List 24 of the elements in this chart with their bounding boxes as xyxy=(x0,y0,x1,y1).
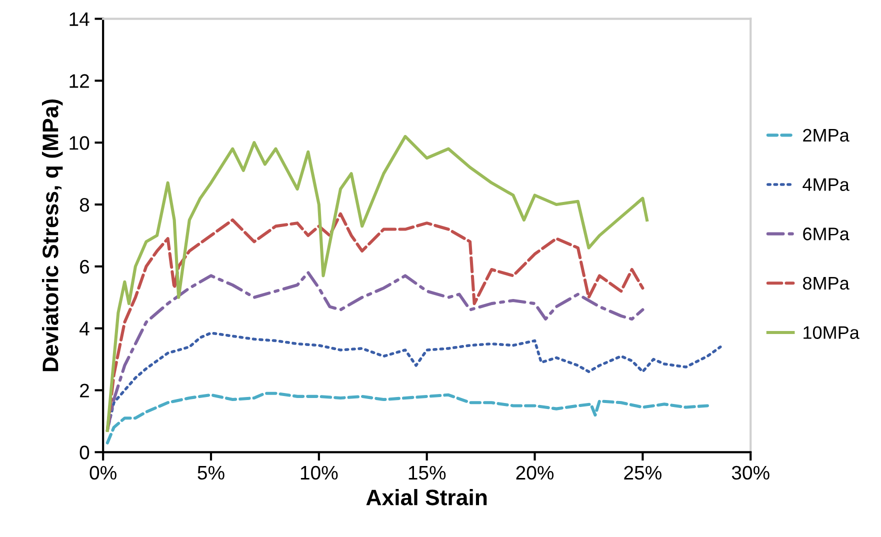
y-tick-label: 0 xyxy=(80,446,90,460)
y-tick-label: 8 xyxy=(80,198,90,212)
y-axis-title: Deviatoric Stress, q (MPa) xyxy=(42,99,63,372)
y-tick-label: 12 xyxy=(70,74,89,88)
x-axis-title: Axial Strain xyxy=(366,489,487,506)
line-series xyxy=(106,134,649,432)
line-series xyxy=(106,392,709,444)
x-tick-label: 10% xyxy=(300,466,338,480)
x-tick-label: 0% xyxy=(90,466,116,480)
y-tick-label: 14 xyxy=(70,12,90,26)
x-tick-label: 30% xyxy=(732,466,770,480)
x-tick-label: 5% xyxy=(198,466,224,480)
legend-label: 8MPa xyxy=(803,276,850,290)
legend-label: 10MPa xyxy=(804,326,860,339)
legend-label: 2MPa xyxy=(803,128,850,142)
x-tick-label: 20% xyxy=(516,466,554,480)
x-tick-label: 25% xyxy=(624,466,662,480)
y-tick-label: 2 xyxy=(80,384,89,398)
legend-label: 4MPa xyxy=(802,178,850,191)
y-tick-label: 6 xyxy=(80,260,90,274)
legend-label: 6MPa xyxy=(803,228,850,240)
y-tick-label: 10 xyxy=(70,136,90,150)
x-tick-label: 15% xyxy=(408,466,446,480)
y-tick-label: 4 xyxy=(80,322,90,336)
